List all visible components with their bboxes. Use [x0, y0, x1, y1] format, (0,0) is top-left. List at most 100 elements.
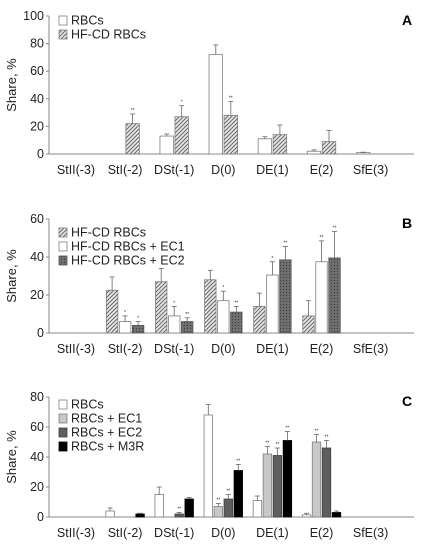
- significance-marker: *: [222, 285, 224, 291]
- legend-label: RBCs + EC2: [71, 426, 142, 440]
- legend-label: HF-CD RBCs + EC2: [71, 254, 185, 268]
- bar: [174, 513, 184, 518]
- significance-marker: *: [271, 256, 273, 262]
- x-tick-label: StII(-3): [57, 526, 95, 540]
- significance-marker: **: [236, 459, 240, 465]
- significance-marker: **: [283, 241, 287, 247]
- bar: [306, 150, 322, 155]
- x-tick-label: DE(1): [256, 526, 289, 540]
- significance-marker: **: [229, 96, 233, 102]
- bar: [131, 324, 145, 334]
- legend-label: RBCs + M3R: [71, 440, 144, 454]
- y-tick-label: 20: [30, 480, 44, 494]
- x-tick-label: StI(-2): [108, 342, 143, 356]
- y-tick-label: 0: [37, 147, 44, 161]
- bar: [315, 261, 328, 334]
- significance-marker: *: [181, 100, 183, 106]
- chart-panel-a: 0 20 40 60 80 100 Share, % A StII(-3) StI(-2) DSt(…: [4, 9, 414, 177]
- y-tick-label: 0: [37, 326, 44, 340]
- bar: [253, 305, 266, 334]
- bar: [257, 138, 273, 155]
- bar: [213, 506, 223, 518]
- y-axis-title: Share, %: [4, 249, 19, 303]
- bar: [331, 512, 342, 518]
- bar: [125, 123, 140, 155]
- bar: [204, 279, 217, 334]
- significance-marker: **: [185, 312, 189, 318]
- x-tick-label: DE(1): [256, 163, 289, 177]
- bar: [184, 498, 194, 518]
- y-tick-label: 0: [37, 510, 44, 524]
- y-axis-title: Share, %: [4, 430, 19, 484]
- legend-label: RBCs + EC1: [71, 412, 142, 426]
- y-tick-label: 40: [30, 92, 44, 106]
- significance-marker: **: [265, 441, 269, 447]
- bar: [355, 152, 371, 155]
- significance-marker: **: [320, 235, 324, 241]
- bar: [230, 311, 243, 334]
- x-tick-label: E(2): [310, 526, 334, 540]
- x-tick-label: SfE(3): [353, 526, 388, 540]
- significance-marker: **: [216, 498, 220, 504]
- x-tick-label: DSt(-1): [154, 342, 194, 356]
- y-tick-label: 40: [30, 250, 44, 264]
- bar: [118, 321, 132, 334]
- bar: [203, 414, 213, 518]
- bar: [262, 453, 273, 518]
- bar: [272, 134, 288, 155]
- x-tick-label: DE(1): [256, 342, 289, 356]
- legend-swatch: [58, 29, 68, 40]
- x-tick-label: StII(-3): [57, 163, 95, 177]
- bar: [181, 321, 194, 334]
- y-tick-label: 40: [30, 450, 44, 464]
- y-tick-label: 20: [30, 119, 44, 133]
- legend-label: HF-CD RBCs + EC1: [71, 240, 185, 254]
- bar: [223, 114, 238, 155]
- significance-marker: **: [234, 300, 238, 306]
- y-tick-label: 80: [30, 390, 44, 404]
- bar: [311, 441, 322, 518]
- significance-marker: *: [124, 310, 126, 316]
- x-tick-label: D(0): [211, 526, 235, 540]
- bar: [301, 514, 312, 518]
- bar: [302, 315, 315, 334]
- x-tick-label: DSt(-1): [154, 526, 194, 540]
- bar: [252, 500, 263, 518]
- significance-marker: **: [285, 426, 289, 432]
- significance-marker: **: [275, 442, 279, 448]
- x-tick-label: E(2): [310, 342, 334, 356]
- significance-marker: **: [131, 108, 135, 114]
- significance-marker: *: [173, 300, 175, 306]
- bar: [272, 455, 283, 518]
- bar: [233, 470, 243, 518]
- x-tick-label: D(0): [211, 342, 235, 356]
- y-tick-label: 20: [30, 288, 44, 302]
- legend-label: RBCs: [71, 398, 104, 412]
- x-tick-label: D(0): [211, 163, 235, 177]
- significance-marker: **: [226, 489, 230, 495]
- legend-swatch: [58, 15, 68, 26]
- legend-swatch: [58, 241, 68, 252]
- bar: [282, 440, 293, 518]
- bar: [266, 274, 279, 334]
- x-tick-label: StI(-2): [108, 526, 143, 540]
- panel-label: B: [402, 215, 412, 231]
- x-tick-label: SfE(3): [353, 163, 388, 177]
- bar: [321, 447, 332, 518]
- legend-label: RBCs: [71, 14, 104, 28]
- x-tick-label: SfE(3): [353, 342, 388, 356]
- bar: [159, 135, 174, 155]
- significance-marker: **: [325, 435, 329, 441]
- legend-swatch: [58, 441, 68, 452]
- bar: [135, 513, 145, 518]
- legend-swatch: [58, 255, 68, 266]
- legend-swatch: [58, 399, 68, 410]
- y-tick-label: 60: [30, 212, 44, 226]
- bar: [168, 315, 181, 334]
- bar: [154, 494, 164, 518]
- bar: [217, 300, 230, 334]
- x-tick-label: DSt(-1): [154, 163, 194, 177]
- panel-label: A: [402, 12, 412, 28]
- bar: [155, 281, 168, 334]
